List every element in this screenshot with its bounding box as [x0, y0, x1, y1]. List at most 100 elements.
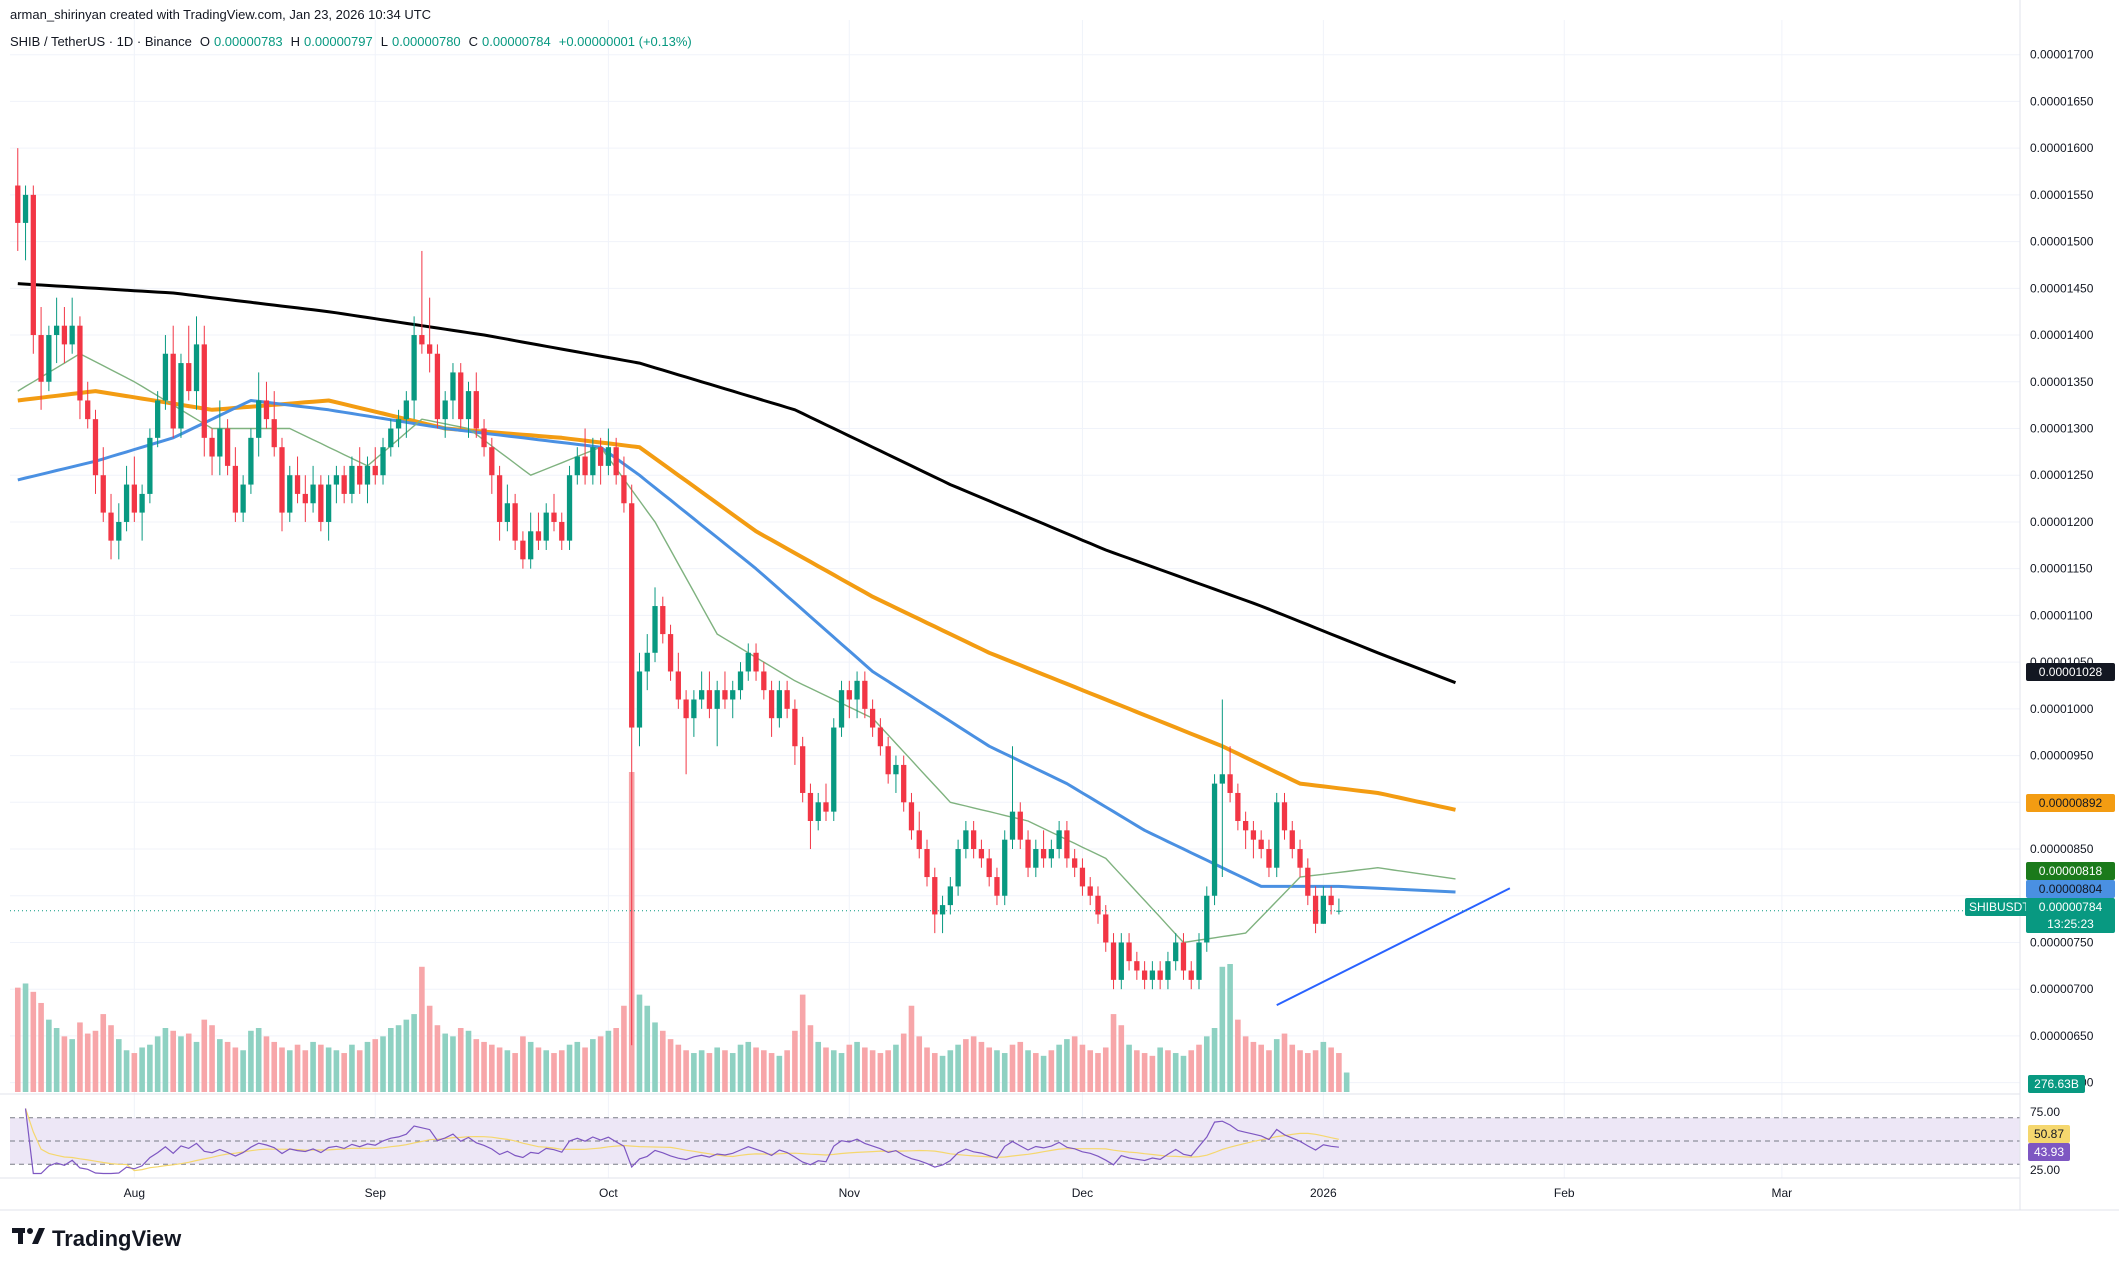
candle-body	[551, 512, 557, 522]
close-value: 0.00000784	[482, 34, 551, 49]
volume-bars	[14, 772, 1350, 1092]
volume-bar	[838, 1053, 845, 1092]
trendline-drawing[interactable]	[1276, 887, 1511, 1006]
volume-bar	[924, 1047, 930, 1092]
candle-body	[901, 764, 907, 803]
volume-bar	[450, 1036, 456, 1092]
candle-body	[528, 531, 534, 560]
candle-body	[256, 400, 262, 438]
volume-bar	[473, 1039, 480, 1092]
price-tick-label: 0.00001300	[2030, 421, 2094, 435]
candle-body	[263, 400, 270, 420]
volume-bar	[636, 994, 643, 1092]
candle-body	[846, 690, 852, 700]
volume-bar	[1281, 1033, 1288, 1092]
volume-bar	[1102, 1047, 1109, 1092]
candle-body	[395, 419, 402, 429]
candle-body	[186, 363, 192, 392]
volume-bar	[318, 1044, 324, 1092]
volume-bar	[1095, 1053, 1101, 1092]
candle-body	[170, 353, 176, 429]
volume-bar	[286, 1050, 293, 1092]
rsi-pane	[10, 1108, 2020, 1175]
candle-body	[481, 428, 487, 448]
ma-line-orange	[17, 389, 1456, 812]
candle-body	[893, 764, 899, 775]
volume-bar	[908, 1005, 915, 1092]
candle-body	[131, 484, 137, 513]
candle-body	[201, 344, 207, 438]
candle-body	[1281, 802, 1288, 831]
volume-bar	[1001, 1053, 1008, 1092]
candle-body	[403, 400, 409, 420]
tradingview-logo[interactable]: TradingView	[12, 1226, 181, 1252]
volume-bar	[566, 1044, 573, 1092]
price-tick-label: 0.00001600	[2030, 141, 2094, 155]
candle-body	[1266, 849, 1272, 868]
candlesticks[interactable]	[15, 148, 1342, 1046]
candle-body	[916, 830, 922, 850]
volume-bar	[551, 1053, 557, 1092]
candle-body	[1180, 942, 1187, 971]
candle-body	[978, 849, 985, 859]
ma-blue-price-tag: 0.00000804	[2026, 880, 2115, 898]
candle-body	[147, 437, 153, 494]
candle-body	[22, 194, 29, 223]
volume-bar	[869, 1050, 876, 1092]
candle-body	[885, 746, 891, 775]
candle-body	[1258, 839, 1264, 850]
candle-body	[582, 456, 588, 476]
volume-bar	[1157, 1047, 1163, 1092]
volume-bar	[939, 1055, 946, 1092]
volume-bar	[457, 1028, 464, 1092]
ma-black-price-tag: 0.00001028	[2026, 663, 2115, 681]
low-label: L	[380, 34, 388, 49]
countdown-tag: 13:25:23	[2026, 915, 2115, 933]
volume-bar	[489, 1044, 495, 1092]
volume-bar	[1196, 1044, 1202, 1092]
volume-bar	[729, 1053, 736, 1092]
candle-body	[706, 690, 713, 709]
volume-bar	[823, 1047, 829, 1092]
volume-bar	[807, 1025, 814, 1092]
candle-body	[730, 690, 736, 700]
volume-bar	[1064, 1039, 1070, 1092]
volume-bar	[652, 1022, 658, 1092]
candle-body	[520, 540, 526, 560]
volume-bar	[597, 1036, 604, 1092]
candle-body	[1211, 783, 1218, 896]
price-tick-label: 0.00000850	[2030, 842, 2094, 856]
candle-body	[1196, 942, 1202, 980]
volume-bar	[535, 1047, 542, 1092]
candle-body	[1110, 942, 1117, 980]
candle-body	[434, 353, 441, 420]
candle-body	[1064, 830, 1070, 859]
candle-body	[357, 465, 363, 485]
volume-bar	[582, 1047, 588, 1092]
candle-body	[349, 465, 355, 494]
volume-bar	[846, 1044, 853, 1092]
volume-bar	[916, 1036, 923, 1092]
candle-body	[302, 493, 308, 504]
candle-body	[1312, 895, 1319, 924]
candle-body	[597, 447, 604, 466]
volume-bar	[753, 1047, 759, 1092]
candle-body	[178, 363, 184, 429]
candle-body	[1056, 830, 1062, 850]
volume-bar	[761, 1050, 767, 1092]
candle-body	[613, 447, 619, 476]
volume-bar	[279, 1047, 285, 1092]
price-tick-label: 0.00001150	[2030, 562, 2093, 576]
volume-bar	[123, 1050, 130, 1092]
symbol-label[interactable]: SHIB / TetherUS · 1D · Binance	[10, 34, 192, 49]
volume-bar	[481, 1041, 487, 1092]
candle-body	[1009, 811, 1016, 840]
price-tick-label: 0.00001200	[2030, 515, 2094, 529]
candle-body	[92, 419, 99, 476]
candle-body	[590, 447, 596, 476]
rsi-tag: 43.93	[2028, 1143, 2070, 1161]
volume-bar	[605, 1030, 612, 1092]
time-tick-label: Sep	[365, 1186, 387, 1200]
tradingview-logo-text: TradingView	[52, 1226, 182, 1251]
candle-body	[761, 671, 767, 691]
